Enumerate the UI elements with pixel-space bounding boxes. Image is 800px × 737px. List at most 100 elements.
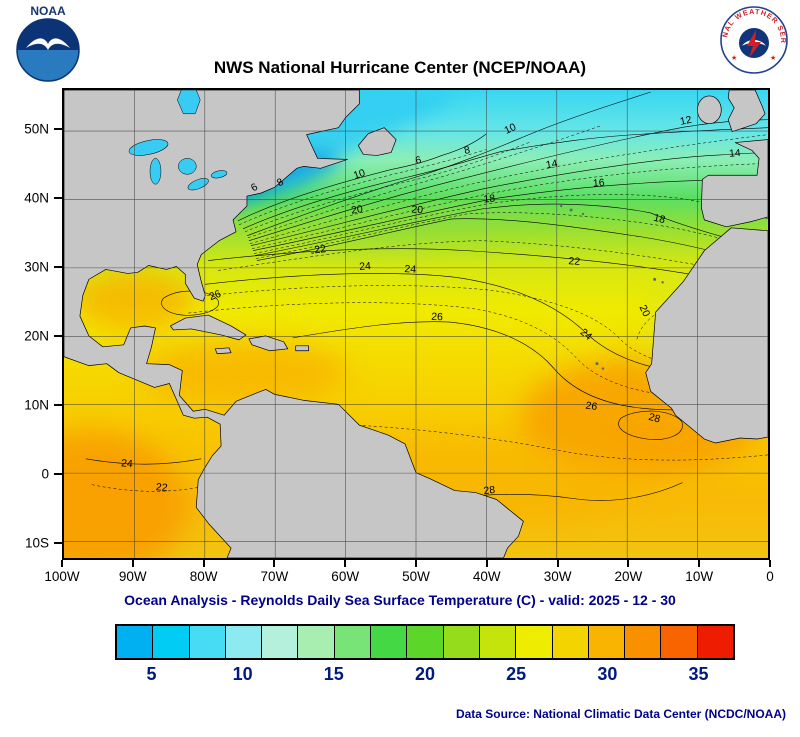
noaa-logo: NOAA [16, 4, 80, 82]
colorbar-tick-label: 35 [688, 664, 709, 684]
colorbar-tick-label: 20 [414, 664, 436, 684]
land-uk [727, 90, 766, 132]
contour-label: 14 [545, 158, 559, 171]
contour-label: 22 [314, 244, 327, 256]
colorbar-cell [625, 626, 662, 658]
colorbar-cell [516, 626, 553, 658]
contour-label: 16 [593, 178, 606, 190]
caption: Ocean Analysis - Reynolds Daily Sea Surf… [124, 592, 676, 608]
colorbar-tick-label: 30 [597, 664, 618, 684]
lat-tick-mark [54, 335, 62, 338]
grid-lines [64, 90, 768, 558]
lat-tick-mark [54, 266, 62, 269]
lat-label: 10N [24, 397, 49, 413]
colorbar-cell [298, 626, 335, 658]
cape-verde-island [601, 367, 605, 370]
nws-lightning-icon [747, 30, 761, 58]
lake-michigan [149, 158, 162, 185]
contour-label: 24 [121, 458, 134, 470]
noaa-logo-text: NOAA [30, 4, 66, 18]
lon-label: 90W [118, 569, 147, 584]
land-jamaica [214, 347, 232, 355]
lake-ontario [211, 170, 228, 179]
contour-label: 26 [431, 312, 443, 324]
sst-map-plot: 6 8 10 6 8 10 12 14 14 16 18 18 20 20 20 22 22 24 24 24 26 26… [62, 88, 770, 560]
contour-label: 20 [350, 204, 363, 217]
lat-label: 50N [24, 121, 49, 137]
lon-label: 30W [543, 569, 572, 584]
canary-island [653, 277, 657, 281]
noaa-gull-icon [26, 38, 70, 50]
colorbar-cell [661, 626, 698, 658]
colorbar-cell [407, 626, 444, 658]
noaa-emblem-ring [16, 18, 80, 82]
colorbar-cell [117, 626, 154, 658]
contour-label: 14 [729, 148, 742, 160]
contour-label: 18 [652, 213, 666, 227]
canary-island [661, 281, 664, 284]
data-source: Data Source: National Climatic Data Cent… [455, 707, 786, 721]
lon-label: 100W [44, 569, 80, 584]
contour-labels: 6 8 10 6 8 10 12 14 14 16 18 18 20 20 20 22 22 24 24 24 26 26… [121, 115, 742, 497]
contour-label: 18 [483, 193, 496, 205]
lat-axis: 50N 40N 30N 20N 10N 0 10S [0, 88, 62, 560]
colorbar-tick-label: 5 [146, 664, 157, 684]
lon-tick-mark [556, 560, 559, 567]
colorbar-cell [189, 626, 226, 658]
landmass [64, 90, 768, 558]
lat-tick-mark [54, 404, 62, 407]
colorbar-cell [697, 626, 734, 658]
land-ireland [697, 95, 722, 125]
colorbar-tick-label: 10 [232, 664, 253, 684]
colorbar-cell [334, 626, 372, 658]
lat-label: 30N [24, 259, 49, 275]
lake-erie [187, 178, 209, 191]
lon-label: 80W [189, 569, 218, 584]
lon-tick-mark [698, 560, 701, 567]
contour-label: 22 [568, 256, 581, 268]
lon-label: 70W [260, 569, 289, 584]
nws-logo: NATIONAL WEATHER SERVICE ★ ★ [718, 4, 788, 74]
colorbar-cell [588, 626, 626, 658]
page-title: NWS National Hurricane Center (NCEP/NOAA… [213, 58, 587, 77]
lon-tick-mark [273, 560, 276, 567]
nws-star-left: ★ [731, 54, 737, 62]
contour-label: 28 [647, 412, 661, 426]
contour-label: 20 [411, 205, 424, 217]
lon-tick-mark [202, 560, 205, 567]
azores-island [581, 212, 585, 216]
contour-label: 10 [503, 122, 518, 137]
contour-label: 10 [352, 168, 367, 182]
lat-label: 40N [24, 190, 49, 206]
land-hispaniola [248, 335, 289, 352]
colorbar-cell [225, 626, 263, 658]
land-africa [645, 227, 768, 444]
lat-label: 20N [24, 328, 49, 344]
contour-label: 12 [679, 115, 693, 128]
colorbar-cell [262, 626, 299, 658]
colorbar-cell [479, 626, 517, 658]
contour-label: 24 [359, 261, 372, 273]
land-iberia-france [701, 139, 768, 228]
lat-tick-mark [54, 197, 62, 200]
lake-huron [178, 158, 197, 175]
lat-tick-mark [54, 542, 62, 545]
lon-tick-mark [485, 560, 488, 567]
lon-label: 20W [614, 569, 643, 584]
cape-verde-island [595, 362, 599, 366]
azores-island [559, 204, 563, 208]
james-bay [177, 90, 201, 115]
lon-tick-mark [61, 560, 63, 567]
lon-tick-mark [627, 560, 630, 567]
azores-island [569, 208, 573, 212]
land-cuba [170, 314, 247, 341]
colorbar-cell [153, 626, 190, 658]
lat-tick-mark [54, 473, 62, 476]
colorbar-cell [371, 626, 408, 658]
lon-label: 50W [402, 569, 430, 584]
lakes [128, 90, 228, 191]
contour-label: 28 [483, 485, 496, 497]
land-puerto-rico [295, 345, 309, 352]
contour-label: 8 [275, 177, 286, 190]
land-newfoundland [357, 127, 397, 156]
